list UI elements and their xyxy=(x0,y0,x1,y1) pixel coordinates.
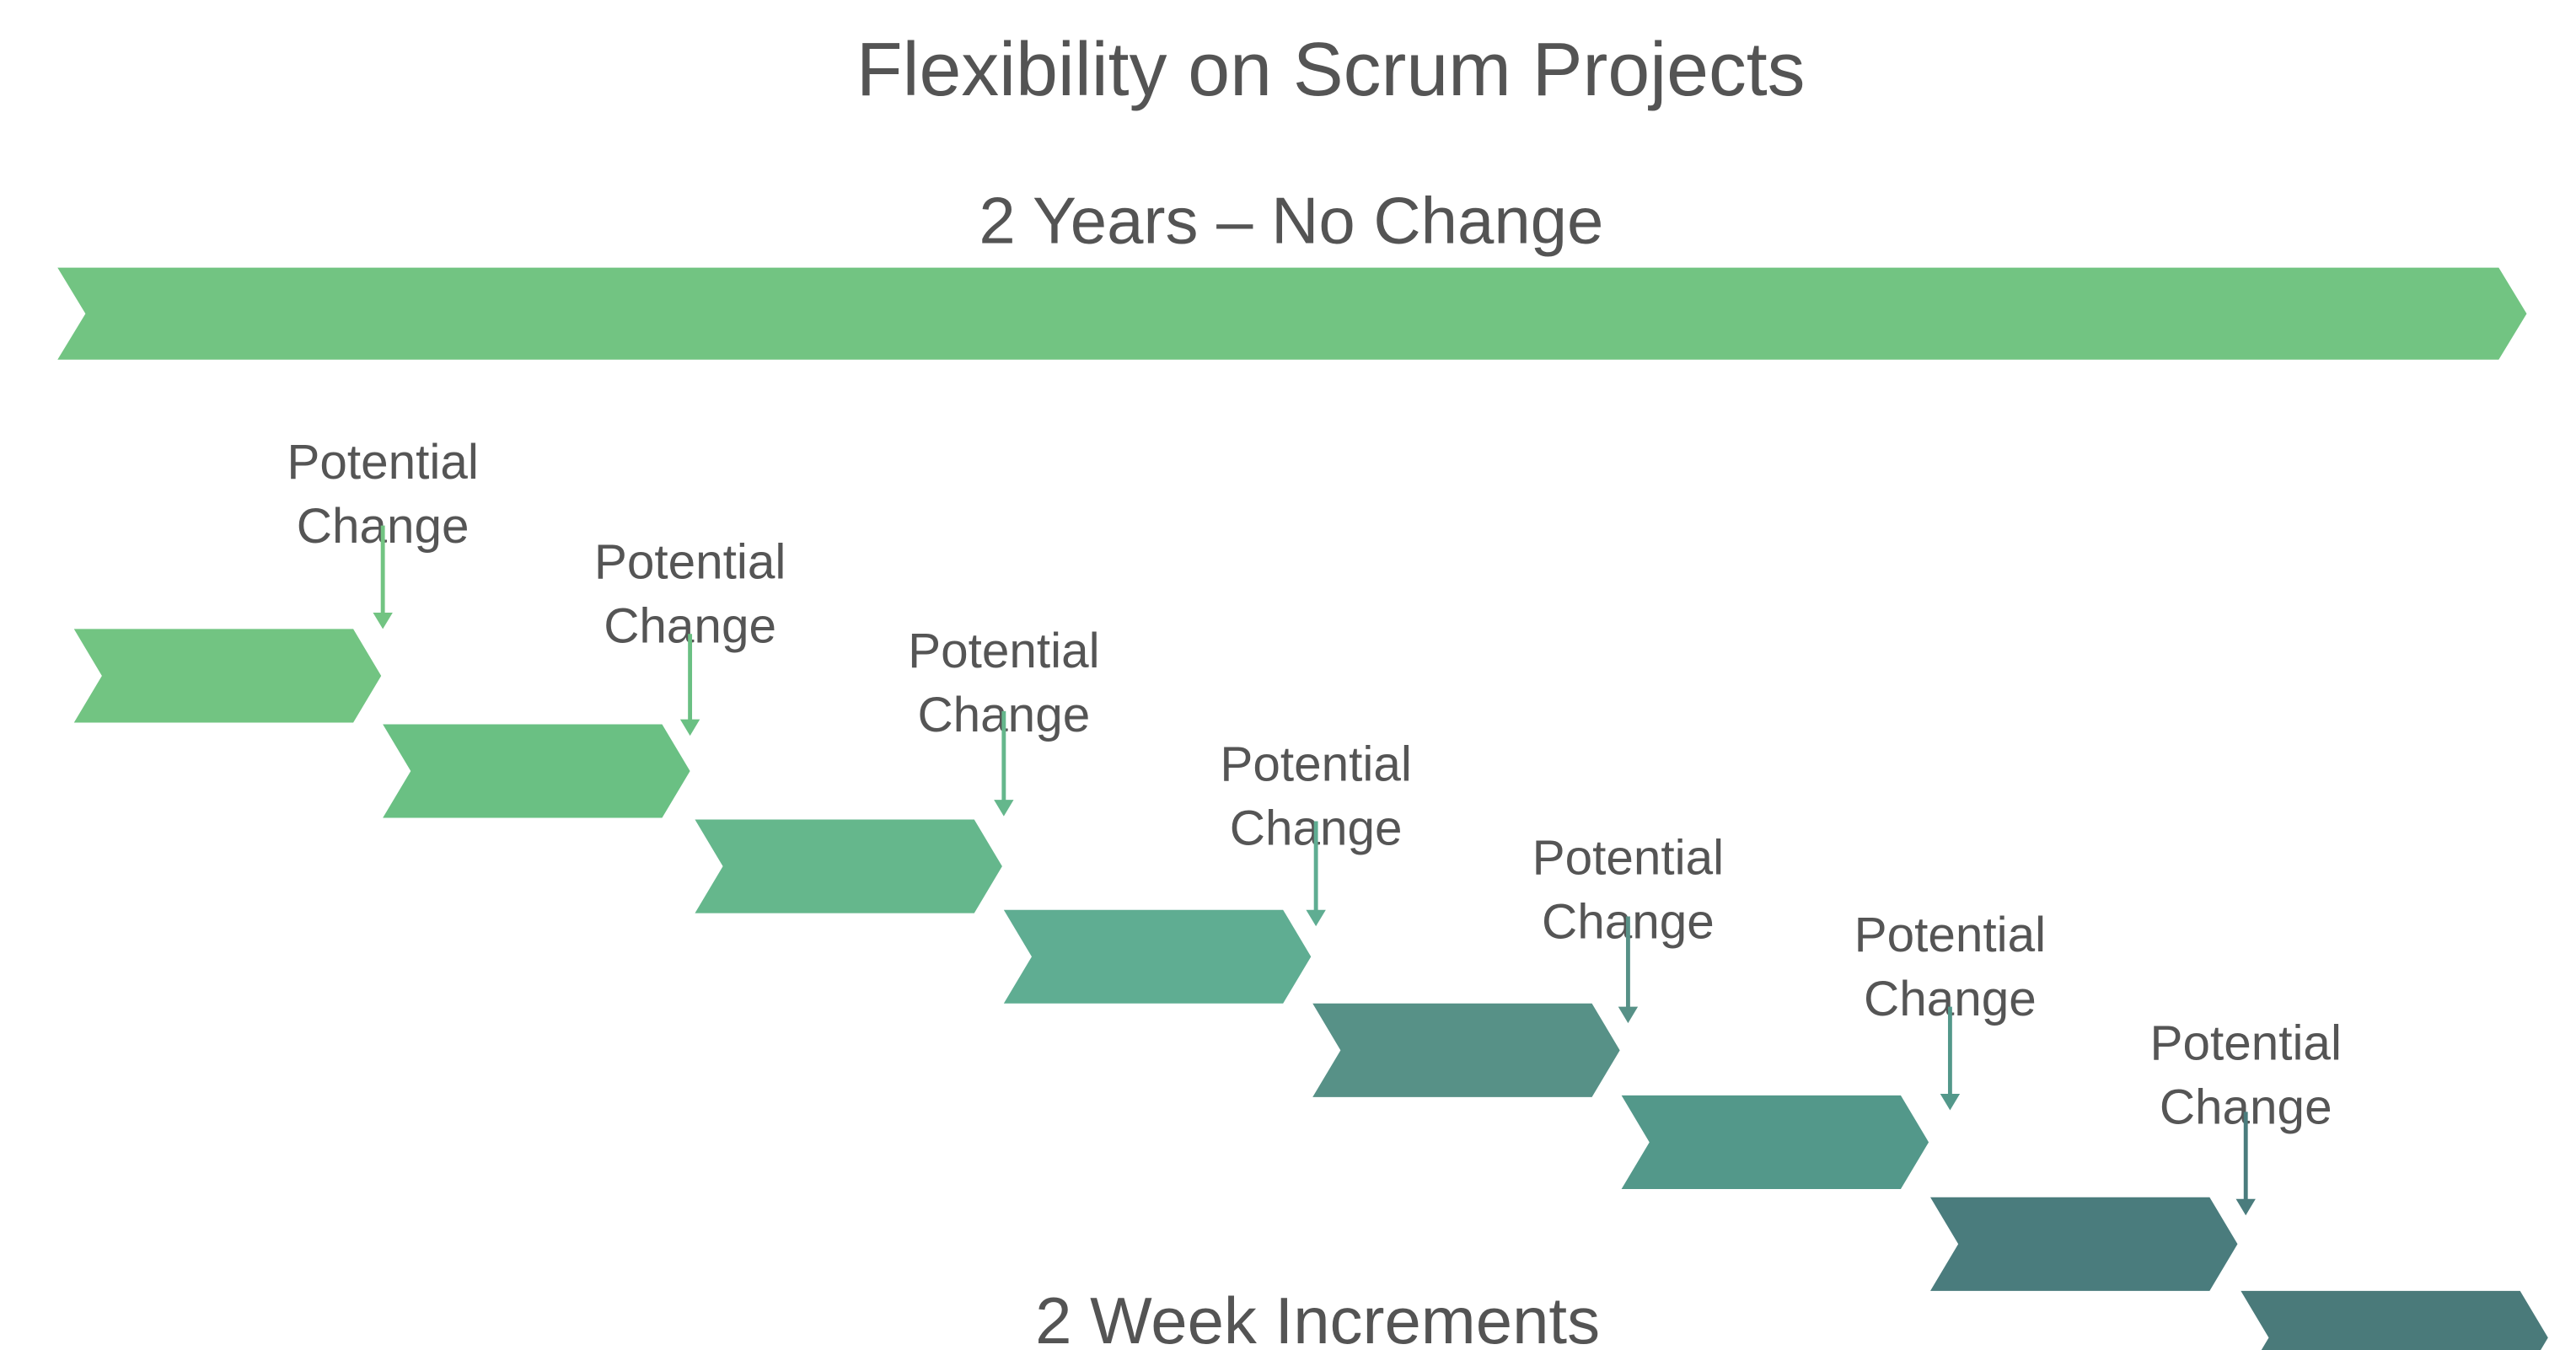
two-year-timeline-arrow xyxy=(57,267,2527,360)
down-arrow-icon xyxy=(1306,909,1326,927)
potential-change-label-line: Potential xyxy=(1854,908,2046,962)
sprint-increments xyxy=(73,629,2548,1350)
down-arrow-icon xyxy=(994,800,1014,817)
sprint-chevron-3 xyxy=(695,819,1002,913)
down-arrow-icon xyxy=(373,612,393,629)
bottom-label: 2 Week Increments xyxy=(1035,1283,1600,1350)
sprint-chevron-7 xyxy=(1930,1197,2238,1291)
down-arrow-icon xyxy=(679,719,700,737)
potential-change-label-line: Potential xyxy=(287,435,478,490)
diagram-title: Flexibility on Scrum Projects xyxy=(856,27,1806,111)
sprint-chevron-8 xyxy=(2241,1290,2548,1350)
potential-change-label-line: Potential xyxy=(908,624,1099,678)
potential-change-label-line: Potential xyxy=(1532,830,1724,885)
sprint-chevron-4 xyxy=(1003,909,1312,1004)
potential-change-label-line: Potential xyxy=(1220,737,1411,791)
down-arrow-icon xyxy=(1940,1093,1961,1111)
sprint-chevron-1 xyxy=(73,629,382,723)
sprint-chevron-2 xyxy=(383,724,690,818)
sprint-chevron-6 xyxy=(1621,1095,1929,1190)
down-arrow-icon xyxy=(2235,1198,2256,1216)
sprint-chevron-5 xyxy=(1312,1003,1620,1097)
down-arrow-icon xyxy=(1618,1006,1639,1024)
potential-change-label-line: Potential xyxy=(2149,1016,2341,1071)
potential-change-label-line: Potential xyxy=(594,535,786,590)
top-arrow-label: 2 Years – No Change xyxy=(979,183,1603,257)
